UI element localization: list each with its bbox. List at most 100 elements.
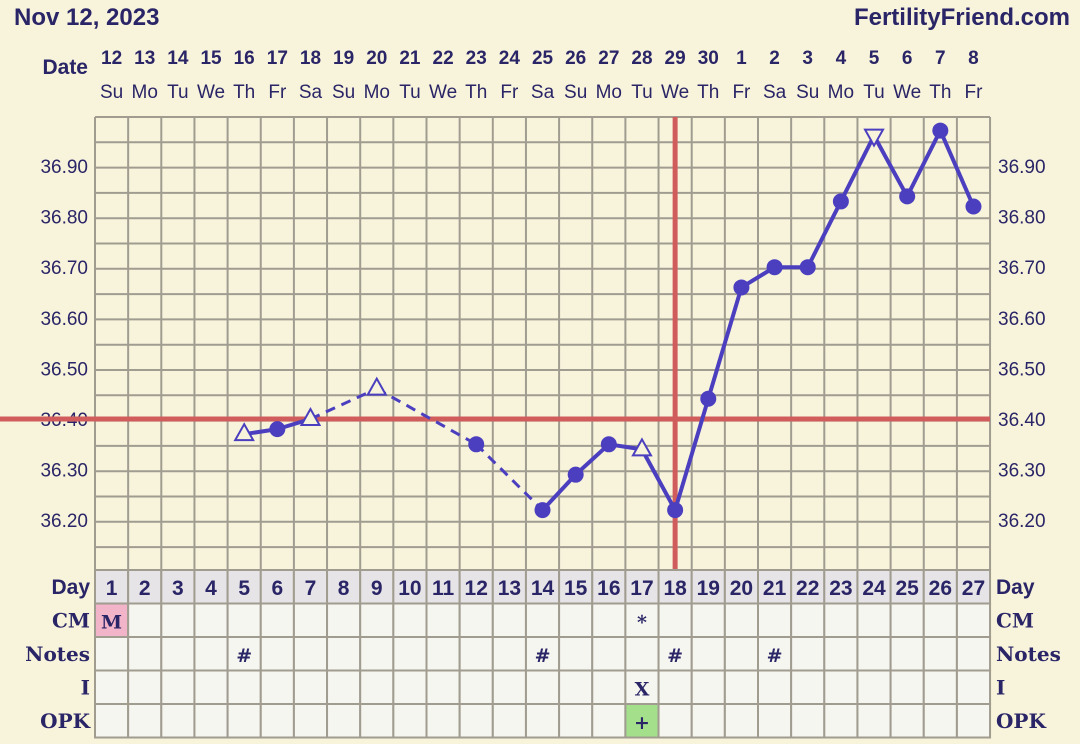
data-point [468,436,485,453]
table-cell [524,602,561,638]
date-tick: 1 [736,48,747,69]
data-point-triangle [631,437,653,457]
table-cell [856,636,892,672]
table-cell [889,703,925,739]
data-point [965,198,982,215]
date-tick: 16 [234,48,255,69]
table-cell [723,669,759,705]
day-number: 7 [305,577,317,600]
row-label-notes: Notes [25,642,90,666]
table-cell [392,703,428,739]
series-segment [805,200,843,269]
date-tick: 27 [598,48,619,69]
table-cell [690,669,726,705]
row-label-right-opk: OPK [996,709,1046,733]
data-point-triangle-down [863,128,885,148]
date-label: Date [42,56,88,79]
table-cell [292,636,329,672]
table-cell [690,602,726,638]
table-cell [790,703,826,739]
table-cell [226,669,262,705]
day-number: 11 [432,577,455,600]
table-cell [591,602,627,638]
day-number: 25 [895,577,919,600]
weekday-tick: Fr [732,82,751,103]
date-tick: 30 [698,48,719,69]
weekday-tick: Su [796,82,819,103]
weekday-tick: Tu [863,82,884,103]
y-tick-left: 36.90 [40,157,88,178]
table-cell [458,669,494,705]
series-segment [905,129,943,198]
date-tick: 5 [869,48,880,69]
series-segment [673,398,711,511]
table-cell [259,636,295,672]
row-label-right-notes: Notes [996,642,1061,666]
table-cell [94,602,130,638]
table-cell [425,703,461,739]
table-cell [922,703,958,739]
table-cell [94,703,130,739]
table-cell [524,669,561,705]
table-cell [723,636,759,672]
y-tick-right: 36.80 [998,208,1046,229]
data-point [832,193,849,210]
table-cell [889,669,925,705]
series-segment [839,134,876,203]
table-cell [955,703,992,739]
weekday-tick: Fr [965,82,984,103]
row-label-day: Day [51,576,90,599]
y-tick-right: 36.70 [998,258,1046,279]
row-label-right-day: Day [996,576,1035,599]
weekday-tick: We [661,82,689,103]
table-cell [823,636,859,672]
weekday-tick: Tu [167,82,188,103]
y-tick-left: 36.50 [40,359,88,380]
table-cell [359,636,395,672]
table-cell [657,703,693,739]
table-cell [856,602,892,638]
table-cell [856,703,892,739]
table-cell [591,669,627,705]
date-tick: 28 [631,48,652,69]
weekday-tick: We [197,82,225,103]
data-point [667,502,684,519]
table-cell [292,703,329,739]
table-cell [757,703,793,739]
table-cell [425,636,461,672]
table-cell [723,602,759,638]
table-cell [160,602,196,638]
data-point [799,259,816,276]
y-tick-left: 36.70 [40,258,88,279]
row-label-right-i: I [996,676,1005,700]
day-number: 14 [531,577,555,600]
series-segment [872,134,909,198]
i-marker: X [635,679,650,701]
weekday-tick: Tu [631,82,652,103]
date-tick: 17 [267,48,288,69]
date-tick: 25 [532,48,554,69]
day-number: 22 [796,577,819,600]
table-cell [922,636,958,672]
date-tick: 19 [333,48,354,69]
data-point [534,502,551,519]
table-cell [624,636,660,672]
day-number: 24 [862,577,886,600]
table-cell [591,703,627,739]
table-cell [392,569,428,605]
weekday-tick: Th [465,82,487,103]
table-cell [160,669,196,705]
brand-logo: FertilityFriend.com [854,4,1070,31]
date-tick: 22 [433,48,454,69]
day-number: 12 [465,577,488,600]
date-tick: 4 [836,48,847,69]
data-point [600,436,617,453]
table-cell [193,703,229,739]
table-cell [491,669,527,705]
table-cell [326,669,362,705]
table-cell [856,669,892,705]
weekday-tick: Th [233,82,255,103]
table-cell [226,602,262,638]
weekday-tick: Tu [399,82,420,103]
table-cell [690,636,726,672]
